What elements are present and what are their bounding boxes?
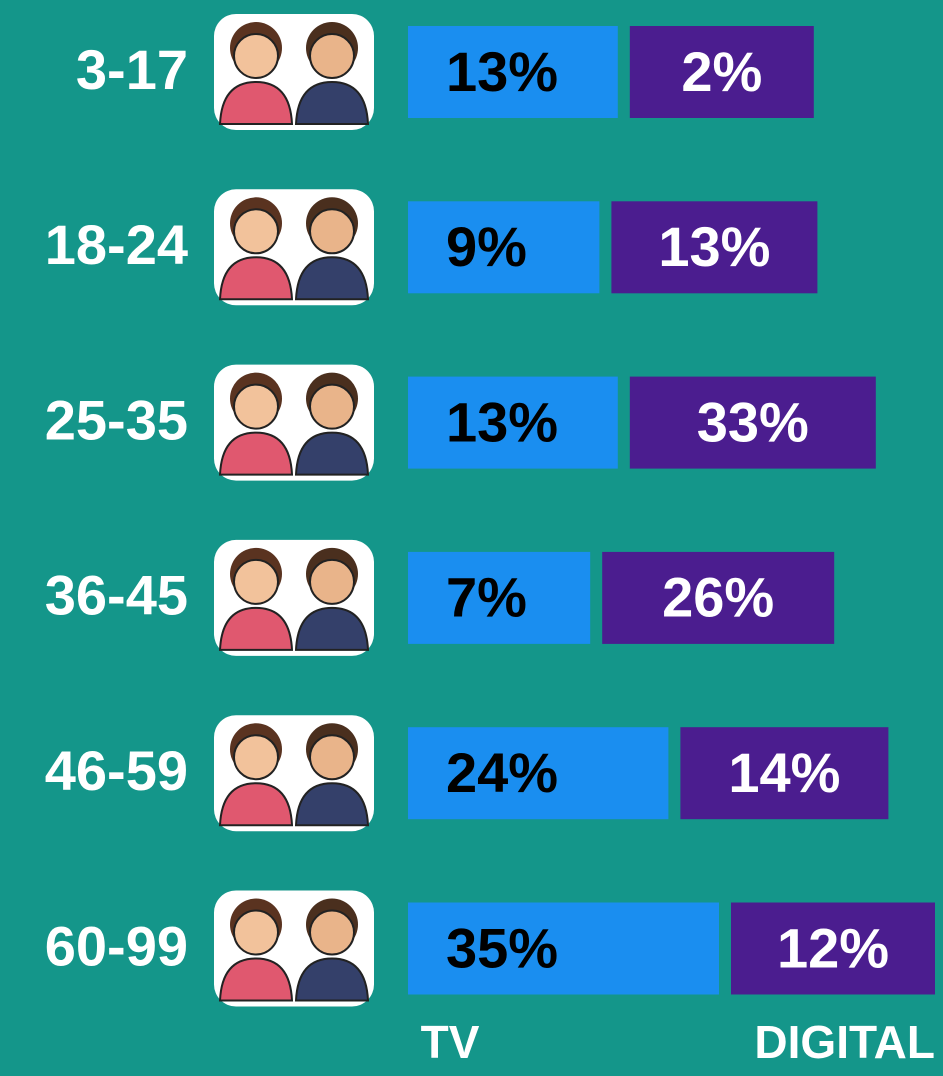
- value-label: 7%: [446, 566, 527, 629]
- value-label: 24%: [446, 741, 558, 804]
- person-head: [310, 911, 354, 955]
- people-icon: [214, 540, 374, 656]
- value-label: 13%: [446, 40, 558, 103]
- people-icon: [214, 365, 374, 481]
- people-icon: [214, 14, 374, 130]
- value-label: 33%: [697, 390, 809, 453]
- person-head: [310, 385, 354, 429]
- legend-label: TV: [421, 1016, 480, 1068]
- category-label: 36-45: [45, 564, 188, 627]
- person-head: [234, 209, 278, 253]
- value-label: 9%: [446, 215, 527, 278]
- category-label: 18-24: [45, 213, 188, 276]
- value-label: 13%: [658, 215, 770, 278]
- value-label: 12%: [777, 916, 889, 979]
- people-icon: [214, 891, 374, 1007]
- value-label: 13%: [446, 390, 558, 453]
- chart: TV DIGITAL 3-17 13% 2% 18-24 9% 13% 25-35 13% 33…: [0, 0, 943, 1076]
- person-head: [234, 560, 278, 604]
- page: TV DIGITAL 3-17 13% 2% 18-24 9% 13% 25-35 13% 33…: [0, 0, 943, 1076]
- person-head: [310, 560, 354, 604]
- legend-label: DIGITAL: [754, 1016, 935, 1068]
- category-label: 25-35: [45, 388, 188, 451]
- people-icon: [214, 189, 374, 305]
- person-head: [234, 34, 278, 78]
- person-head: [234, 911, 278, 955]
- person-head: [234, 385, 278, 429]
- person-head: [310, 735, 354, 779]
- category-label: 3-17: [76, 38, 188, 101]
- people-icon: [214, 715, 374, 831]
- value-label: 14%: [728, 741, 840, 804]
- person-head: [310, 209, 354, 253]
- value-label: 26%: [662, 566, 774, 629]
- category-label: 60-99: [45, 914, 188, 977]
- value-label: 35%: [446, 916, 558, 979]
- person-head: [234, 735, 278, 779]
- category-label: 46-59: [45, 739, 188, 802]
- value-label: 2%: [681, 40, 762, 103]
- person-head: [310, 34, 354, 78]
